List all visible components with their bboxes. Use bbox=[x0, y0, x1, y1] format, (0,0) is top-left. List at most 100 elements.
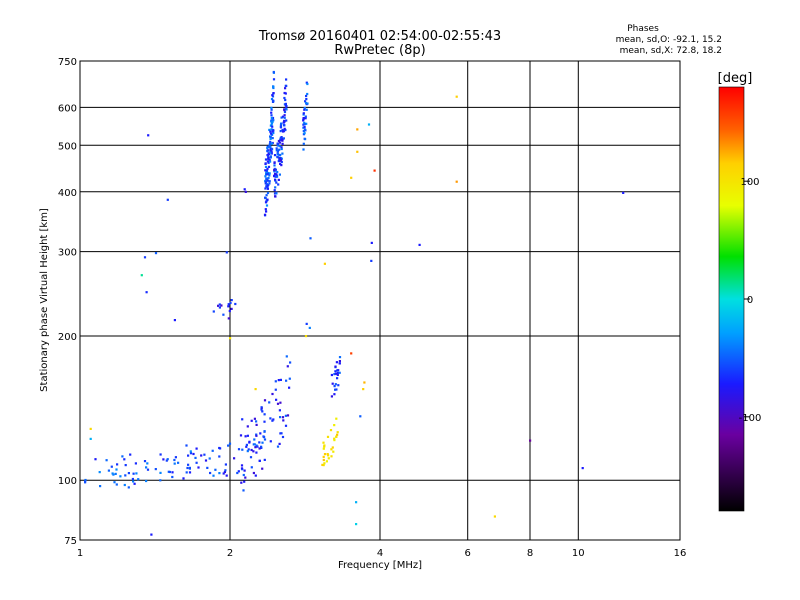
echo-point bbox=[323, 462, 326, 465]
echo-point bbox=[222, 472, 225, 475]
echo-point bbox=[275, 149, 278, 152]
echo-point bbox=[228, 309, 231, 313]
echo-point bbox=[338, 371, 341, 374]
echo-point bbox=[281, 115, 285, 118]
echo-point bbox=[115, 483, 118, 486]
echo-point bbox=[274, 175, 277, 178]
echo-point bbox=[283, 96, 286, 100]
echo-point bbox=[359, 415, 362, 418]
echo-point bbox=[265, 185, 268, 188]
echo-point bbox=[272, 85, 275, 88]
echo-point bbox=[218, 472, 221, 475]
echo-point bbox=[270, 116, 273, 120]
echo-point bbox=[264, 162, 267, 165]
echo-point bbox=[334, 383, 337, 386]
echo-point bbox=[239, 434, 243, 437]
echo-point bbox=[302, 113, 305, 116]
echo-point bbox=[302, 142, 305, 145]
echo-point bbox=[244, 435, 247, 438]
echo-point bbox=[274, 186, 277, 189]
echo-point bbox=[270, 114, 273, 117]
echo-point bbox=[195, 461, 198, 464]
echo-point bbox=[275, 173, 278, 176]
echo-point bbox=[236, 471, 239, 475]
x-tick-label: 8 bbox=[527, 548, 533, 559]
echo-point bbox=[331, 382, 334, 385]
echo-point bbox=[327, 457, 330, 460]
echo-point bbox=[206, 466, 209, 469]
echo-point bbox=[173, 458, 176, 462]
echo-point bbox=[271, 125, 274, 128]
echo-point bbox=[228, 442, 232, 445]
echo-point bbox=[250, 466, 253, 469]
echo-point bbox=[323, 453, 327, 456]
echo-point bbox=[113, 481, 116, 484]
echo-point bbox=[227, 303, 230, 306]
echo-point bbox=[280, 123, 283, 126]
echo-point bbox=[277, 178, 280, 181]
echo-point bbox=[253, 417, 256, 420]
echo-point bbox=[266, 187, 269, 190]
echo-point bbox=[272, 92, 275, 95]
echo-point bbox=[241, 418, 244, 421]
echo-point bbox=[336, 433, 339, 436]
echo-point bbox=[305, 81, 308, 84]
y-tick-label: 75 bbox=[64, 536, 77, 547]
echo-point bbox=[270, 152, 273, 155]
echo-point bbox=[276, 445, 280, 448]
echo-point bbox=[240, 481, 243, 484]
echo-point bbox=[227, 317, 230, 320]
x-tick-label: 4 bbox=[377, 548, 383, 559]
echo-point bbox=[305, 108, 308, 111]
echo-point bbox=[146, 462, 149, 465]
x-tick-label: 2 bbox=[227, 548, 233, 559]
echo-point bbox=[271, 120, 274, 123]
x-tick-label: 1 bbox=[77, 548, 83, 559]
echo-point bbox=[114, 472, 117, 475]
echo-point bbox=[279, 125, 282, 128]
echo-point bbox=[271, 95, 275, 98]
echo-point bbox=[285, 108, 288, 111]
echo-point bbox=[493, 515, 496, 518]
echo-point bbox=[259, 432, 262, 435]
echo-point bbox=[273, 154, 277, 157]
echo-point bbox=[276, 144, 279, 147]
echo-point bbox=[276, 152, 279, 156]
echo-point bbox=[268, 152, 271, 156]
echo-point bbox=[132, 472, 135, 475]
echo-point bbox=[278, 173, 281, 176]
echo-point bbox=[270, 108, 273, 111]
echo-point bbox=[171, 471, 174, 474]
echo-point bbox=[334, 388, 337, 391]
echo-point bbox=[264, 208, 267, 211]
echo-point bbox=[270, 128, 273, 131]
echo-point bbox=[335, 388, 338, 391]
echo-point bbox=[335, 361, 338, 364]
echo-point bbox=[285, 105, 288, 108]
echo-point bbox=[244, 476, 247, 479]
echo-point bbox=[265, 169, 269, 172]
echo-point bbox=[322, 458, 325, 462]
echo-point bbox=[124, 474, 127, 477]
echo-point bbox=[267, 161, 270, 164]
echo-point bbox=[266, 149, 269, 152]
echo-point bbox=[327, 454, 330, 457]
echo-point bbox=[194, 456, 197, 459]
echo-point bbox=[263, 413, 266, 416]
echo-point bbox=[270, 120, 273, 123]
echo-point bbox=[218, 455, 221, 458]
echo-point bbox=[248, 440, 251, 443]
echo-point bbox=[273, 161, 276, 164]
echo-point bbox=[269, 140, 272, 143]
echo-point bbox=[159, 453, 162, 456]
echo-point bbox=[273, 168, 276, 172]
echo-point bbox=[253, 443, 256, 446]
echo-point bbox=[140, 274, 143, 277]
echo-point bbox=[325, 460, 328, 463]
echo-point bbox=[224, 463, 227, 466]
echo-point bbox=[145, 479, 148, 483]
echo-point bbox=[356, 150, 359, 153]
echo-point bbox=[281, 152, 284, 155]
echo-point bbox=[335, 372, 338, 375]
echo-point bbox=[107, 469, 110, 472]
